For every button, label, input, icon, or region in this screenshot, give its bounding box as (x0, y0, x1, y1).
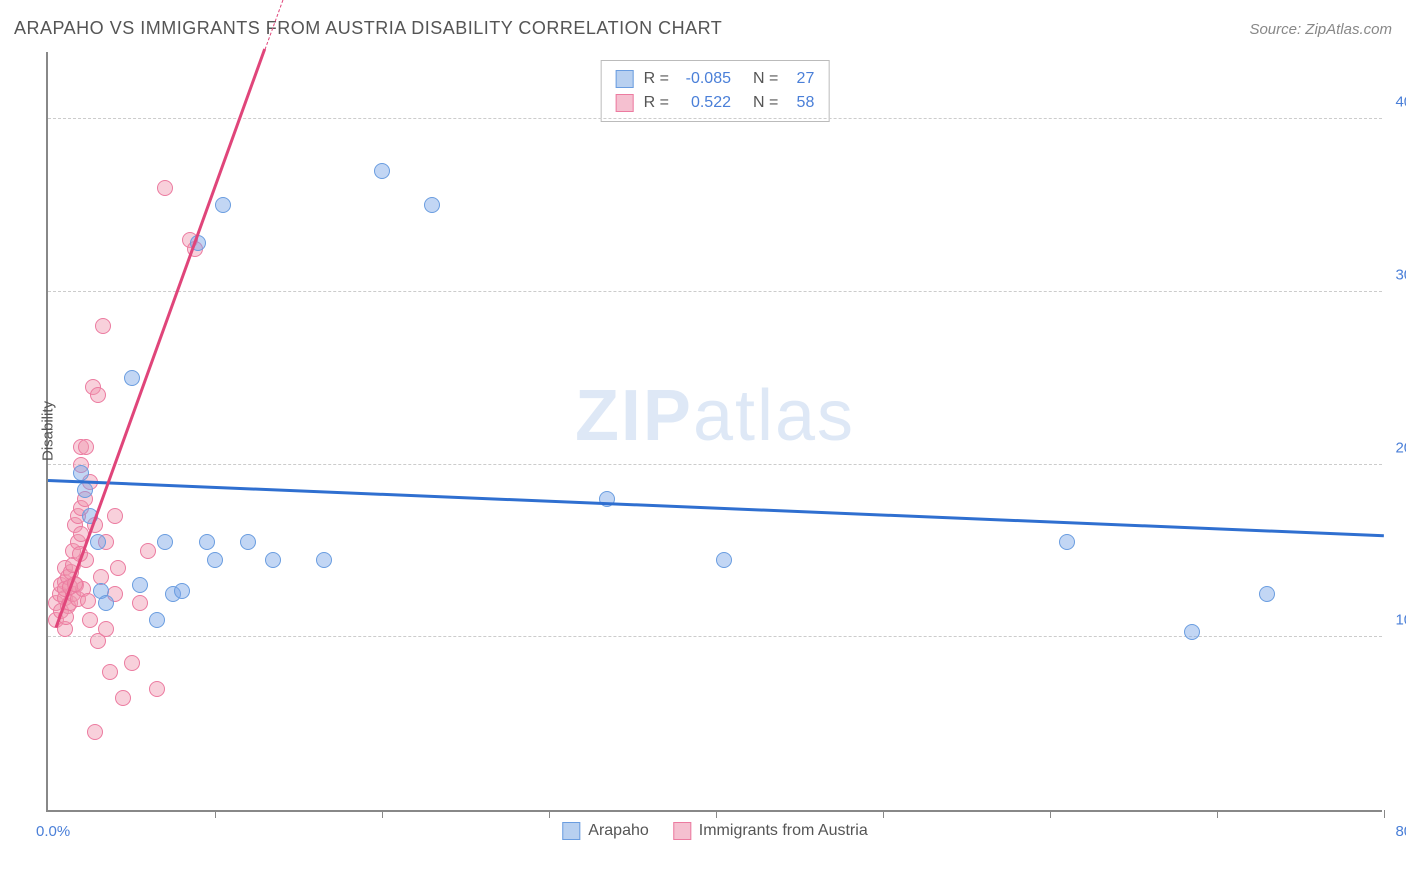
data-point (87, 724, 103, 740)
stats-row-arapaho: R = -0.085 N = 27 (616, 67, 815, 91)
plot-area: Disability ZIPatlas R = -0.085 N = 27 R … (46, 52, 1382, 812)
legend-item-arapaho: Arapaho (562, 822, 649, 840)
gridline (48, 464, 1382, 465)
xtick (883, 810, 884, 818)
data-point (716, 552, 732, 568)
legend-item-austria: Immigrants from Austria (673, 822, 868, 840)
ytick-label: 10.0% (1388, 612, 1406, 629)
data-point (157, 534, 173, 550)
x-min-label: 0.0% (36, 823, 70, 840)
data-point (265, 552, 281, 568)
data-point (77, 482, 93, 498)
x-max-label: 80.0% (1395, 823, 1406, 840)
data-point (132, 577, 148, 593)
ytick-label: 30.0% (1388, 266, 1406, 283)
xtick (1384, 810, 1385, 818)
stats-row-austria: R = 0.522 N = 58 (616, 91, 815, 115)
gridline (48, 636, 1382, 637)
ytick-label: 40.0% (1388, 94, 1406, 111)
data-point (98, 621, 114, 637)
data-point (149, 612, 165, 628)
data-point (82, 612, 98, 628)
swatch-austria (616, 94, 634, 112)
data-point (102, 664, 118, 680)
data-point (140, 543, 156, 559)
trend-line (48, 479, 1384, 537)
stats-legend: R = -0.085 N = 27 R = 0.522 N = 58 (601, 60, 830, 122)
xtick (549, 810, 550, 818)
data-point (78, 439, 94, 455)
data-point (132, 595, 148, 611)
swatch-arapaho (616, 70, 634, 88)
data-point (107, 508, 123, 524)
data-point (149, 681, 165, 697)
chart-title: ARAPAHO VS IMMIGRANTS FROM AUSTRIA DISAB… (14, 18, 722, 39)
xtick (1050, 810, 1051, 818)
xtick (215, 810, 216, 818)
watermark: ZIPatlas (575, 375, 855, 457)
data-point (80, 593, 96, 609)
gridline (48, 291, 1382, 292)
data-point (90, 387, 106, 403)
bottom-legend: Arapaho Immigrants from Austria (562, 822, 867, 840)
xtick (716, 810, 717, 818)
data-point (124, 370, 140, 386)
data-point (374, 163, 390, 179)
data-point (1184, 624, 1200, 640)
data-point (207, 552, 223, 568)
data-point (124, 655, 140, 671)
data-point (1259, 586, 1275, 602)
gridline (48, 118, 1382, 119)
xtick (382, 810, 383, 818)
chart-header: ARAPAHO VS IMMIGRANTS FROM AUSTRIA DISAB… (14, 18, 1392, 39)
data-point (73, 465, 89, 481)
data-point (240, 534, 256, 550)
data-point (1059, 534, 1075, 550)
xtick (1217, 810, 1218, 818)
data-point (115, 690, 131, 706)
data-point (110, 560, 126, 576)
y-axis-label: Disability (40, 401, 57, 461)
data-point (199, 534, 215, 550)
swatch-austria-icon (673, 822, 691, 840)
data-point (174, 583, 190, 599)
data-point (98, 595, 114, 611)
data-point (215, 197, 231, 213)
ytick-label: 20.0% (1388, 439, 1406, 456)
data-point (424, 197, 440, 213)
data-point (90, 534, 106, 550)
chart-source: Source: ZipAtlas.com (1249, 21, 1392, 38)
data-point (95, 318, 111, 334)
swatch-arapaho-icon (562, 822, 580, 840)
data-point (316, 552, 332, 568)
data-point (157, 180, 173, 196)
